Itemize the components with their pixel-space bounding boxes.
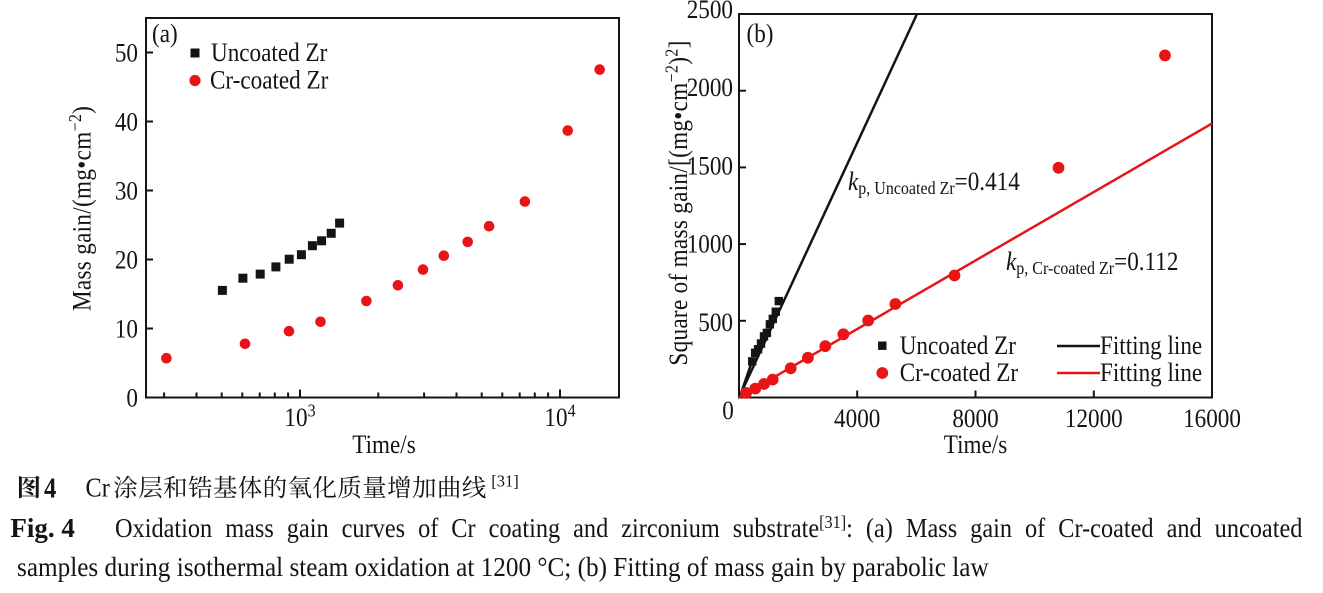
svg-text:(a): (a) [152, 20, 178, 49]
svg-text:0: 0 [722, 397, 734, 426]
svg-text:12000: 12000 [1065, 405, 1123, 434]
svg-text:40: 40 [115, 108, 138, 137]
svg-text:16000: 16000 [1183, 405, 1241, 434]
svg-text:10: 10 [115, 315, 138, 344]
svg-text:4: 4 [44, 473, 56, 504]
svg-text:103: 103 [284, 400, 315, 432]
svg-text:(b): (b) [747, 20, 774, 49]
svg-text:Mass gain/(mg•cm−2): Mass gain/(mg•cm−2) [65, 106, 97, 311]
svg-text:Uncoated Zr: Uncoated Zr [900, 332, 1016, 361]
svg-text:Cr-coated Zr: Cr-coated Zr [900, 359, 1018, 388]
svg-text:104: 104 [544, 400, 576, 432]
svg-text:0: 0 [126, 384, 138, 413]
svg-text:1500: 1500 [687, 152, 733, 181]
svg-text:50: 50 [115, 39, 138, 68]
svg-text:2000: 2000 [687, 74, 733, 103]
svg-text:Square of mass gain/[(mg•cm−2): Square of mass gain/[(mg•cm−2)2] [661, 40, 693, 365]
svg-text:20: 20 [115, 246, 138, 275]
svg-text:kp, Cr-coated Zr=0.112: kp, Cr-coated Zr=0.112 [1006, 248, 1178, 278]
svg-text:8000: 8000 [952, 405, 998, 434]
svg-text:kp, Uncoated Zr=0.414: kp, Uncoated Zr=0.414 [848, 168, 1020, 198]
svg-text:Fitting line: Fitting line [1100, 332, 1202, 361]
svg-text:2500: 2500 [687, 0, 733, 24]
svg-text:4000: 4000 [834, 405, 880, 434]
svg-text:Cr: Cr [86, 472, 111, 502]
svg-text:[31]: [31] [491, 472, 519, 491]
svg-text:Cr-coated Zr: Cr-coated Zr [210, 66, 328, 95]
svg-text:500: 500 [698, 309, 733, 338]
svg-text:Uncoated Zr: Uncoated Zr [211, 39, 327, 68]
svg-text:1000: 1000 [687, 230, 733, 259]
svg-text:Fitting line: Fitting line [1100, 359, 1202, 388]
svg-text:Time/s: Time/s [944, 431, 1007, 460]
svg-text:Time/s: Time/s [352, 431, 415, 460]
svg-text:30: 30 [115, 177, 138, 206]
